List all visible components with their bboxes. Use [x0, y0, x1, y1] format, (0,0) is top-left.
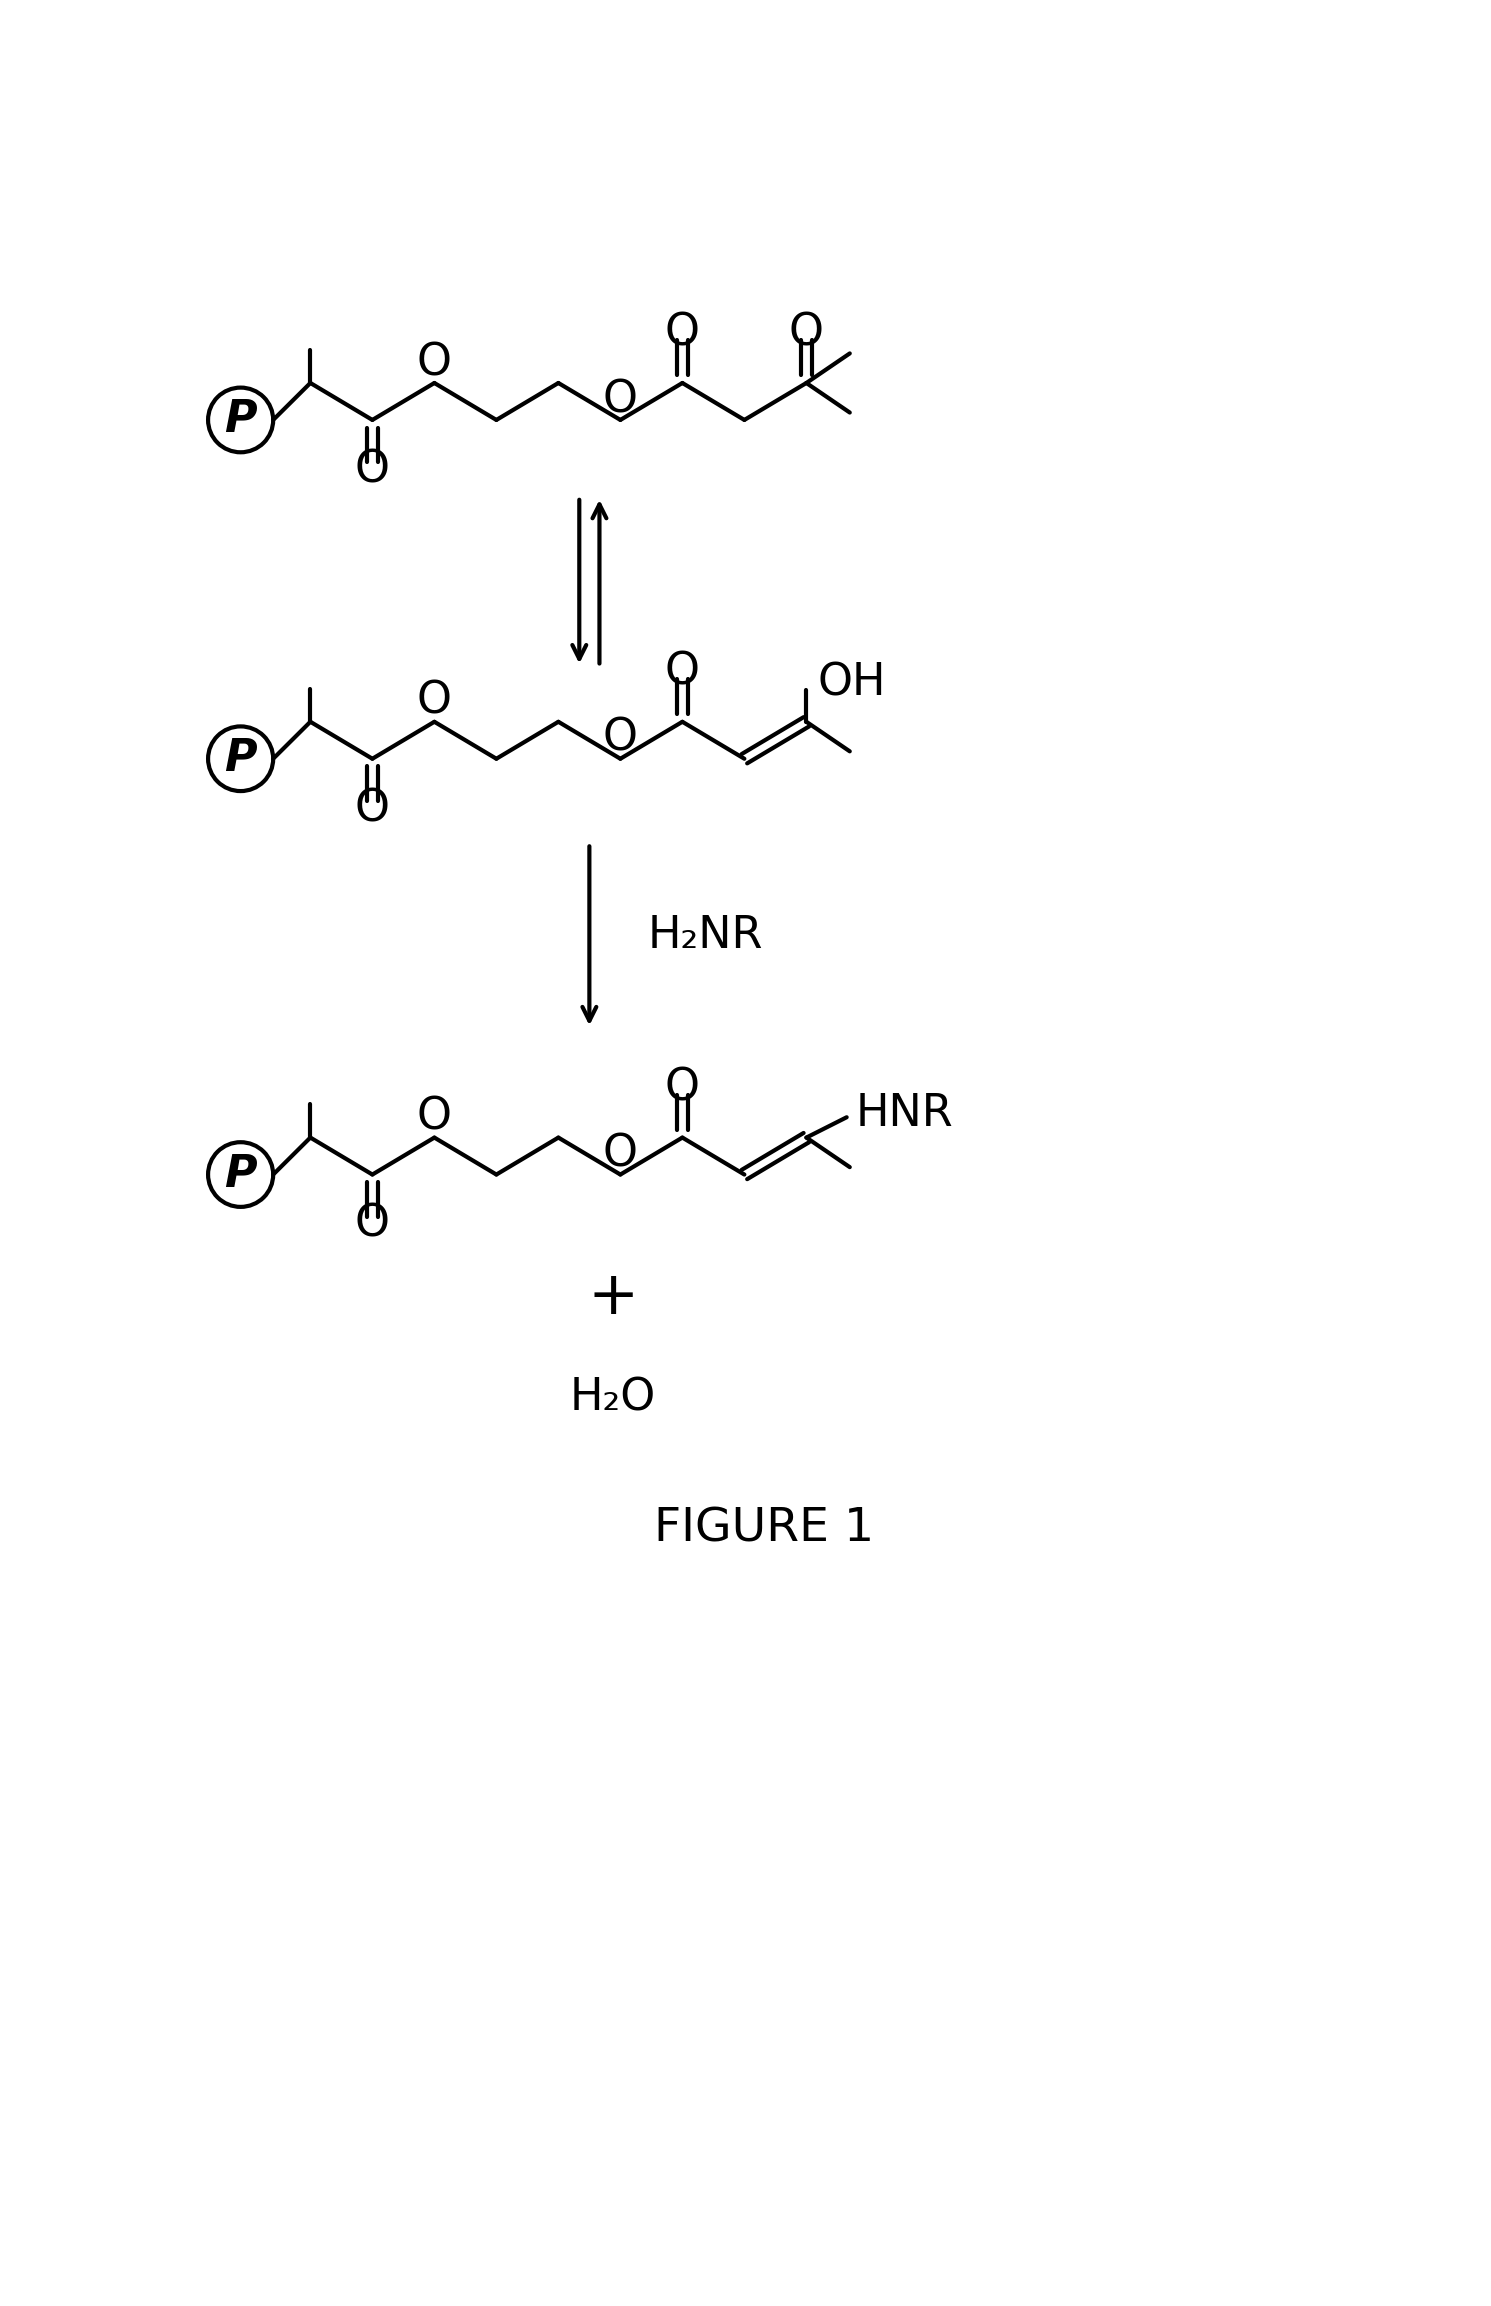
Text: O: O	[355, 447, 389, 491]
Text: +: +	[587, 1268, 638, 1328]
Text: O: O	[602, 717, 638, 761]
Text: O: O	[602, 378, 638, 422]
Text: P: P	[224, 399, 256, 440]
Text: O: O	[665, 311, 699, 355]
Text: H₂NR: H₂NR	[647, 915, 763, 957]
Text: P: P	[224, 738, 256, 779]
Text: P: P	[224, 1153, 256, 1197]
Text: H₂O: H₂O	[570, 1377, 656, 1418]
Text: O: O	[789, 311, 825, 355]
Text: OH: OH	[819, 662, 887, 703]
Text: O: O	[355, 786, 389, 830]
Text: FIGURE 1: FIGURE 1	[653, 1506, 874, 1552]
Text: O: O	[665, 1065, 699, 1109]
Text: O: O	[417, 1095, 452, 1139]
Text: O: O	[417, 680, 452, 724]
Text: O: O	[417, 341, 452, 385]
Text: O: O	[665, 650, 699, 694]
Text: O: O	[355, 1204, 389, 1245]
Text: HNR: HNR	[856, 1093, 954, 1135]
Text: O: O	[602, 1132, 638, 1176]
